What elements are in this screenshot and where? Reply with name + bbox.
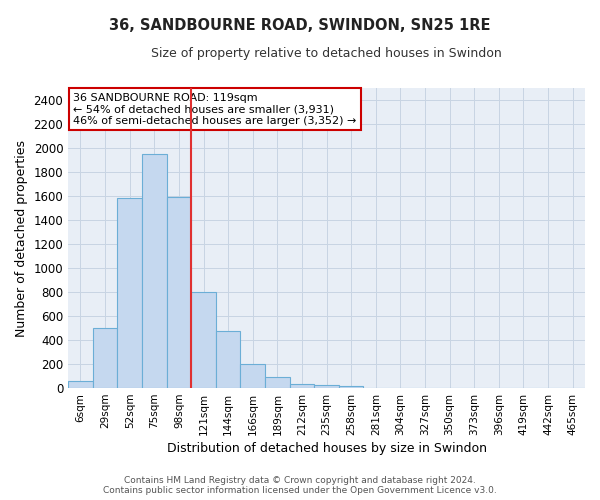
Bar <box>93 328 118 388</box>
Bar <box>118 198 142 388</box>
Text: 36, SANDBOURNE ROAD, SWINDON, SN25 1RE: 36, SANDBOURNE ROAD, SWINDON, SN25 1RE <box>109 18 491 32</box>
Bar <box>314 385 339 388</box>
Bar <box>191 292 216 388</box>
Bar <box>265 378 290 388</box>
Bar <box>167 198 191 388</box>
Bar <box>68 381 93 388</box>
Title: Size of property relative to detached houses in Swindon: Size of property relative to detached ho… <box>151 48 502 60</box>
Bar <box>290 384 314 388</box>
Bar <box>142 154 167 388</box>
Y-axis label: Number of detached properties: Number of detached properties <box>15 140 28 336</box>
Text: Contains HM Land Registry data © Crown copyright and database right 2024.
Contai: Contains HM Land Registry data © Crown c… <box>103 476 497 495</box>
X-axis label: Distribution of detached houses by size in Swindon: Distribution of detached houses by size … <box>167 442 487 455</box>
Bar <box>216 331 241 388</box>
Text: 36 SANDBOURNE ROAD: 119sqm
← 54% of detached houses are smaller (3,931)
46% of s: 36 SANDBOURNE ROAD: 119sqm ← 54% of deta… <box>73 92 357 126</box>
Bar <box>241 364 265 388</box>
Bar <box>339 386 364 388</box>
